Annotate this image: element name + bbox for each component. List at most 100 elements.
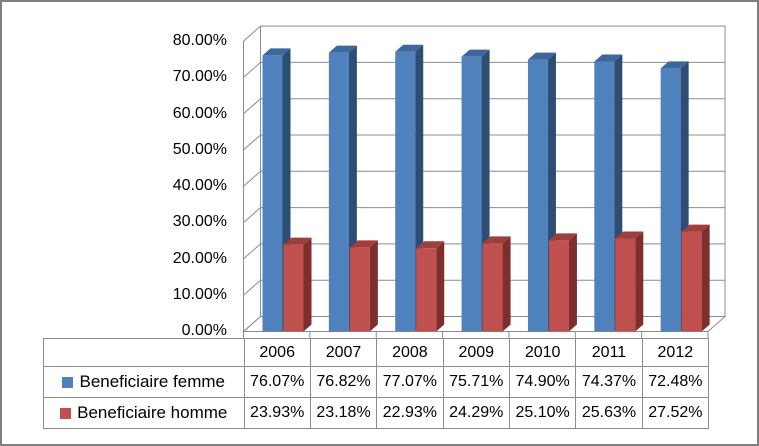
table-cell-value: 25.10% [508,397,577,429]
bar-homme-2012 [681,224,710,332]
bar-front-face [349,247,370,332]
bar-top-face [660,61,689,69]
legend-swatch-homme-icon [60,408,72,419]
y-axis-depth-tick [243,243,261,260]
table-row-years: 2006 2007 2008 2009 2010 2011 2012 [43,338,710,367]
legend-cell-homme: Beneficiaire homme [43,397,245,429]
bar-top-face [349,240,378,248]
bar-front-face [527,59,548,332]
table-cell-year: 2010 [508,338,577,367]
bar-side-face [635,231,644,332]
bar-top-face [615,231,644,239]
bar-homme-2008 [416,241,445,332]
bar-side-face [502,236,511,332]
y-axis-tick-label: 70.00% [172,68,227,85]
table-cell-year: 2006 [243,338,311,367]
bar-top-face [328,45,357,53]
bar-top-face [527,52,556,60]
bar-group-2012 [660,61,710,332]
table-cell-value: 76.07% [243,366,311,398]
bar-top-face [461,49,490,57]
y-axis-tick-label: 30.00% [172,213,227,230]
table-cell-value: 25.63% [575,397,643,429]
bar-side-face [436,241,445,332]
table-cell-year: 2011 [575,338,643,367]
table-cell-value: 22.93% [376,397,444,429]
table-corner-blank [43,338,245,367]
table-cell-value: 74.37% [575,366,643,398]
y-axis-tick-label: 80.00% [172,32,227,49]
y-axis-tick-label: 50.00% [172,141,227,158]
bar-homme-2010 [548,233,577,332]
y-axis-depth-tick [243,62,261,78]
table-row-homme: Beneficiaire homme 23.93% 23.18% 22.93% … [43,397,710,429]
y-axis-tick-label: 0.00% [181,322,227,339]
legend-swatch-femme-icon [62,377,74,388]
table-cell-value: 23.18% [309,397,378,429]
y-axis-tick-label: 20.00% [172,250,227,267]
bar-top-face [395,44,424,52]
y-axis-depth-tick [243,98,261,115]
legend-label-femme: Beneficiaire femme [79,372,225,391]
bar-front-face [594,61,615,332]
bar-side-face [701,224,710,332]
y-axis-tick-label: 60.00% [172,105,227,122]
bar-group-2007 [328,45,378,332]
bar-group-2010 [527,52,577,332]
bar-homme-2009 [482,236,511,332]
legend-label-homme: Beneficiaire homme [77,403,228,422]
data-table: 2006 2007 2008 2009 2010 2011 2012 Benef… [43,338,710,429]
bar-top-face [416,241,445,249]
bar-group-2011 [594,54,644,332]
y-axis-tick-label: 40.00% [172,177,227,194]
bar-front-face [461,56,482,332]
legend-cell-femme: Beneficiaire femme [43,366,245,398]
table-cell-value: 76.82% [309,366,378,398]
bar-side-face [568,233,577,332]
bar-top-face [594,54,623,62]
bar-side-face [369,240,378,332]
bar-side-face [303,237,312,332]
table-cell-year: 2009 [442,338,510,367]
bar-top-face [283,237,312,245]
bar-front-face [328,52,349,332]
bar-group-2008 [395,44,445,332]
table-cell-value: 24.29% [442,397,510,429]
bar-front-face [615,238,636,332]
table-cell-year: 2008 [376,338,444,367]
y-axis-depth-tick [243,134,261,151]
bar-front-face [395,51,416,332]
bar-homme-2006 [283,237,312,332]
bar-homme-2007 [349,240,378,332]
table-cell-value: 72.48% [641,366,710,398]
bar-front-face [283,244,304,332]
table-row-femme: Beneficiaire femme 76.07% 76.82% 77.07% … [43,366,710,398]
bar-front-face [416,248,437,332]
bar-homme-2011 [615,231,644,332]
table-cell-value: 77.07% [376,366,444,398]
bar-group-2009 [461,49,511,332]
y-axis-depth-tick [243,207,261,223]
table-cell-year: 2012 [641,338,710,367]
table-cell-value: 74.90% [508,366,577,398]
bar-top-face [548,233,577,241]
table-cell-value: 75.71% [442,366,510,398]
bar-front-face [482,243,503,332]
y-axis-depth-tick [243,279,261,296]
bar-front-face [681,231,702,332]
table-cell-year: 2007 [309,338,378,367]
bar-top-face [681,224,710,232]
bar-top-face [482,236,511,244]
y-axis: 80.00% 70.00% 60.00% 50.00% 40.00% 30.00… [2,2,227,444]
y-axis-depth-tick [243,25,261,42]
table-cell-value: 27.52% [641,397,710,429]
table-cell-value: 23.93% [243,397,311,429]
y-axis-depth-tick [243,170,261,187]
bar-top-face [262,48,291,56]
bar-front-face [262,55,283,332]
bar-front-face [548,240,569,332]
bar-front-face [660,68,681,332]
bar-group-2006 [262,48,312,332]
